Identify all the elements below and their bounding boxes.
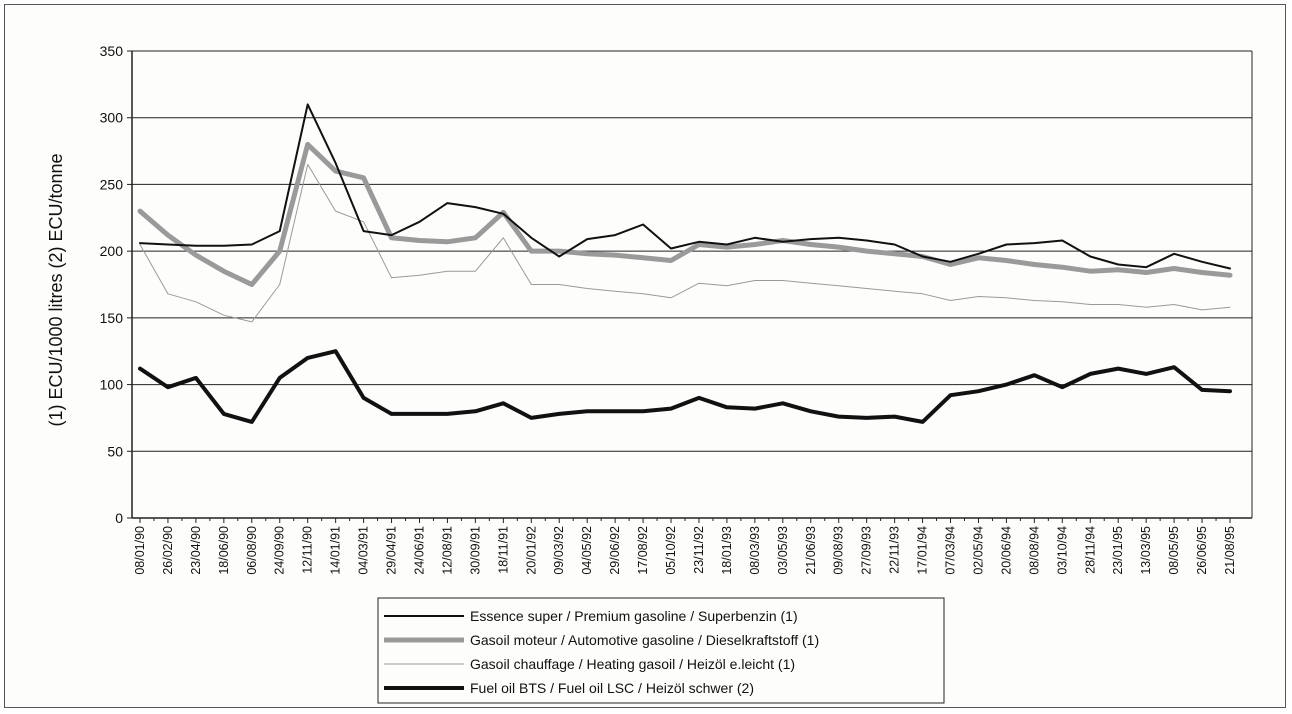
x-tick-label: 04/03/91 [357,526,371,575]
series-line-3 [139,163,1231,323]
series-line-2 [137,141,1233,287]
x-tick-label: 14/01/91 [329,526,343,575]
x-tick-label: 26/02/90 [161,526,175,575]
x-tick-label: 20/01/92 [524,526,538,575]
x-tick-label: 18/11/91 [496,526,510,574]
x-tick-label: 22/11/93 [888,526,902,574]
x-tick-label: 12/08/91 [440,526,454,575]
x-tick-label: 17/01/94 [916,526,930,575]
legend: Essence super / Premium gasoline / Super… [377,597,945,704]
x-tick-label: 07/03/94 [944,526,958,575]
x-tick-label: 08/03/93 [748,526,762,575]
x-tick-label: 21/06/93 [804,526,818,575]
x-tick-label: 29/06/92 [608,526,622,575]
y-tick-label: 350 [100,43,124,59]
x-tick-label: 23/01/95 [1111,526,1125,575]
x-tick-label: 29/04/91 [385,526,399,575]
legend-label-1: Essence super / Premium gasoline / Super… [470,608,798,624]
y-tick-label: 50 [107,443,123,459]
x-tick-label: 30/09/91 [468,526,482,575]
x-tick-label: 08/01/90 [133,526,147,575]
x-tick-label: 09/03/92 [552,526,566,575]
series-lines [137,103,1233,424]
y-tick-label: 200 [100,243,124,259]
x-tick-label: 18/06/90 [217,526,231,575]
y-tick-label: 100 [100,377,124,393]
legend-label-4: Fuel oil BTS / Fuel oil LSC / Heizöl sch… [470,680,754,696]
y-tick-label: 0 [115,510,123,526]
x-tick-label: 23/11/92 [692,526,706,574]
x-tick-label: 24/09/90 [273,526,287,575]
x-tick-label: 13/03/95 [1139,526,1153,575]
x-tick-label: 02/05/94 [971,526,985,575]
y-axis-ticks: 0 50 100 150 200 250 300 350 [100,43,132,526]
legend-box [377,597,945,704]
x-tick-label: 06/08/90 [245,526,259,575]
x-axis-ticks: 08/01/90 26/02/90 23/04/90 18/06/90 06/08/90… [133,518,1237,575]
x-tick-label: 26/06/95 [1195,526,1209,575]
x-tick-label: 05/10/92 [664,526,678,575]
x-tick-label: 03/10/94 [1055,526,1069,575]
x-tick-label: 12/11/90 [301,526,315,574]
x-tick-label: 23/04/90 [189,526,203,575]
legend-label-3: Gasoil chauffage / Heating gasoil / Heiz… [470,656,795,672]
x-tick-label: 20/06/94 [999,526,1013,575]
y-axis-title: (1) ECU/1000 litres (2) ECU/tonne [46,153,66,426]
x-tick-label: 09/08/93 [832,526,846,575]
x-tick-label: 08/05/95 [1167,526,1181,575]
line-chart: (1) ECU/1000 litres (2) ECU/tonne 0 50 100… [46,43,1253,704]
x-tick-label: 24/06/91 [412,526,426,575]
x-tick-label: 27/09/93 [860,526,874,575]
x-tick-label: 03/05/93 [776,526,790,575]
y-tick-label: 300 [100,110,124,126]
x-tick-label: 18/01/93 [720,526,734,575]
x-tick-label: 08/08/94 [1027,526,1041,575]
x-tick-label: 17/08/92 [636,526,650,575]
legend-label-2: Gasoil moteur / Automotive gasoline / Di… [470,632,819,648]
chart-frame: (1) ECU/1000 litres (2) ECU/tonne 0 50 100… [4,4,1286,708]
x-tick-label: 04/05/92 [580,526,594,575]
series-line-4 [138,349,1232,424]
y-tick-label: 150 [100,310,124,326]
y-tick-label: 250 [100,176,124,192]
x-tick-label: 21/08/95 [1223,526,1237,575]
series-line-1 [139,103,1231,270]
x-tick-label: 28/11/94 [1083,526,1097,574]
axes [131,50,1253,519]
